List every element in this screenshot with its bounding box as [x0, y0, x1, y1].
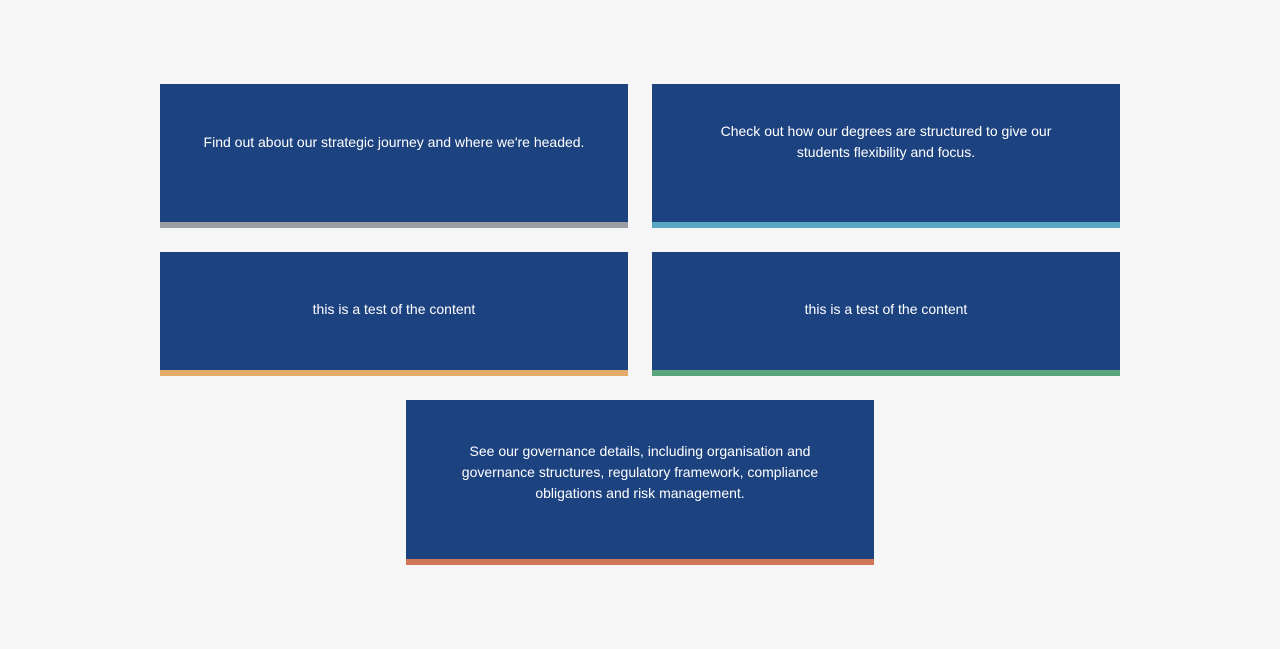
- card-governance[interactable]: See our governance details, including or…: [406, 400, 874, 565]
- card-test-content-2[interactable]: this is a test of the content: [652, 252, 1120, 376]
- card-accent-bar: [406, 559, 874, 565]
- card-accent-bar: [652, 370, 1120, 376]
- card-description: See our governance details, including or…: [461, 443, 819, 501]
- card-strategic-journey[interactable]: Find out about our strategic journey and…: [160, 84, 628, 228]
- card-degree-structure[interactable]: Check out how our degrees are structured…: [652, 84, 1120, 228]
- card-description: this is a test of the content: [312, 300, 476, 317]
- card-test-content-1[interactable]: this is a test of the content: [160, 252, 628, 376]
- card-accent-bar: [652, 222, 1120, 228]
- card-description: Check out how our degrees are structured…: [720, 123, 1052, 160]
- card-description: Find out about our strategic journey and…: [203, 133, 585, 150]
- card-description: this is a test of the content: [804, 300, 968, 317]
- card-accent-bar: [160, 370, 628, 376]
- card-accent-bar: [160, 222, 628, 228]
